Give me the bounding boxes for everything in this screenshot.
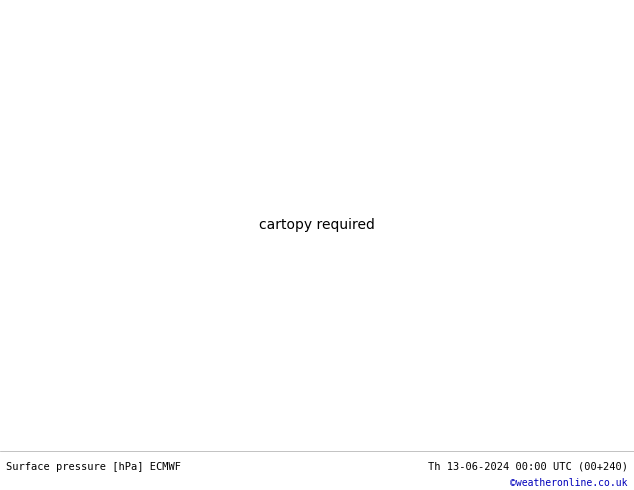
Text: Th 13-06-2024 00:00 UTC (00+240): Th 13-06-2024 00:00 UTC (00+240) <box>428 462 628 472</box>
Text: Surface pressure [hPa] ECMWF: Surface pressure [hPa] ECMWF <box>6 462 181 472</box>
Text: cartopy required: cartopy required <box>259 219 375 232</box>
Text: ©weatheronline.co.uk: ©weatheronline.co.uk <box>510 478 628 488</box>
